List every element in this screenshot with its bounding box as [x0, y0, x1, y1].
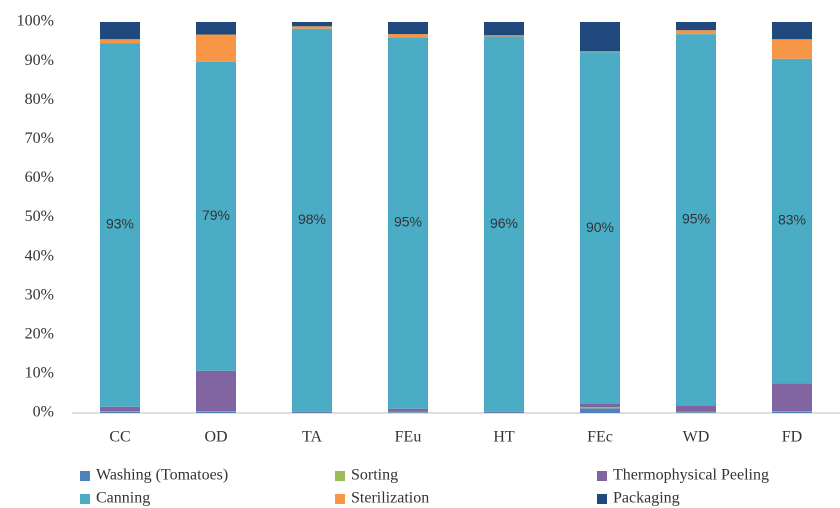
legend-swatch: [597, 471, 607, 481]
bar-segment: [580, 51, 620, 53]
value-label: 96%: [490, 215, 518, 231]
value-label: 83%: [778, 212, 806, 228]
legend-swatch: [80, 494, 90, 504]
y-tick-label: 90%: [25, 52, 54, 69]
bar-segment: [100, 39, 140, 44]
bar-segment: [484, 35, 524, 37]
y-tick-label: 40%: [25, 247, 54, 264]
legend-label: Packaging: [613, 490, 680, 507]
x-tick-label: CC: [109, 429, 130, 446]
x-tick-label: TA: [302, 429, 322, 446]
bar-segment: [676, 22, 716, 31]
y-tick-label: 0%: [33, 404, 54, 421]
x-tick-label: FEc: [587, 429, 613, 446]
bar-segment: [196, 411, 236, 413]
value-label: 79%: [202, 207, 230, 223]
bar-segment: [196, 22, 236, 35]
bar-segment: [580, 404, 620, 408]
legend-label: Sterilization: [351, 490, 429, 507]
bar-segment: [100, 411, 140, 413]
y-tick-label: 60%: [25, 169, 54, 186]
value-label: 98%: [298, 211, 326, 227]
bar-segment: [772, 411, 812, 413]
bar-segment: [580, 407, 620, 409]
bar-segment: [580, 408, 620, 413]
bar-segment: [196, 370, 236, 412]
y-tick-label: 30%: [25, 286, 54, 303]
bar-segment: [580, 52, 620, 405]
value-label: 95%: [682, 211, 710, 227]
bar-segment: [292, 28, 332, 412]
y-tick-label: 20%: [25, 325, 54, 342]
value-label: 93%: [106, 216, 134, 232]
y-tick-label: 80%: [25, 91, 54, 108]
bar-segment: [676, 412, 716, 413]
legend-swatch: [335, 494, 345, 504]
x-tick-label: HT: [493, 429, 515, 446]
bar-segment: [772, 39, 812, 59]
bar-segment: [388, 34, 428, 38]
bar-segment: [100, 43, 140, 407]
bar-segment: [292, 22, 332, 27]
legend-swatch: [335, 471, 345, 481]
y-tick-label: 50%: [25, 208, 54, 225]
x-tick-label: OD: [204, 429, 227, 446]
y-tick-label: 100%: [17, 13, 54, 30]
bar-segment: [196, 34, 236, 62]
bar-segment: [388, 412, 428, 413]
legend-swatch: [597, 494, 607, 504]
bar-segment: [676, 405, 716, 412]
bar-segment: [484, 411, 524, 413]
bar-segment: [484, 36, 524, 412]
bar-segment: [772, 383, 812, 412]
bar-segment: [388, 22, 428, 35]
y-tick-label: 70%: [25, 130, 54, 147]
bar-segment: [676, 34, 716, 406]
bar-segment: [388, 37, 428, 409]
legend-label: Sorting: [351, 467, 398, 484]
legend-swatch: [80, 471, 90, 481]
bar-segment: [292, 26, 332, 29]
x-tick-label: FEu: [395, 429, 422, 446]
value-label: 95%: [394, 214, 422, 230]
bar-segment: [676, 30, 716, 35]
bar-segment: [292, 411, 332, 413]
legend-label: Washing (Tomatoes): [96, 467, 228, 484]
bar-segment: [196, 61, 236, 371]
bar-segment: [100, 406, 140, 412]
y-tick-label: 10%: [25, 365, 54, 382]
legend-label: Thermophysical Peeling: [613, 467, 769, 484]
bar-segment: [772, 58, 812, 384]
x-tick-label: FD: [782, 429, 802, 446]
bar-segment: [484, 22, 524, 36]
bar-segment: [580, 22, 620, 52]
legend-label: Canning: [96, 490, 150, 507]
bar-segment: [388, 408, 428, 412]
value-label: 90%: [586, 219, 614, 235]
bar-segment: [100, 22, 140, 40]
x-tick-label: WD: [683, 429, 710, 446]
bar-segment: [772, 22, 812, 40]
